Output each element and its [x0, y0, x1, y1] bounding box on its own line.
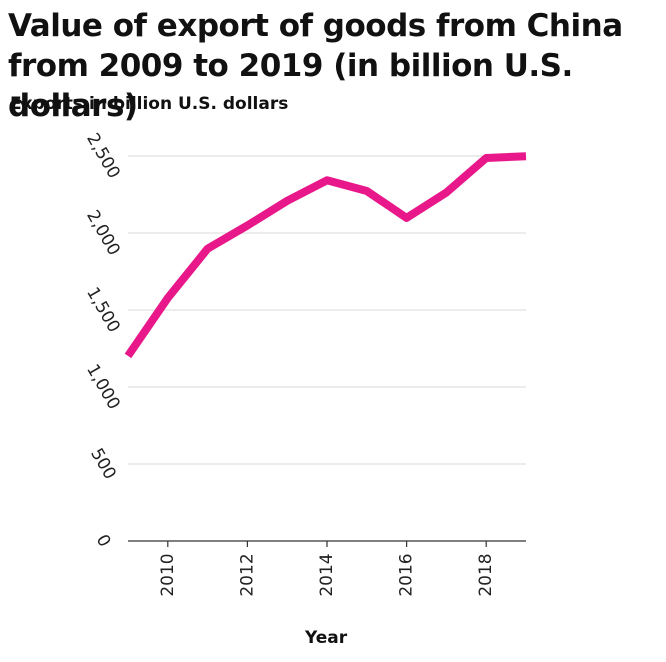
y-tick-label: 0 — [92, 531, 115, 550]
y-tick-label: 2,000 — [82, 207, 124, 259]
x-axis-label: Year — [305, 628, 348, 648]
y-axis-label: Exports in billion U.S. dollars — [10, 94, 289, 114]
y-tick-label: 2,500 — [82, 130, 124, 182]
y-tick-label: 500 — [86, 445, 120, 483]
x-tick-label: 2018 — [476, 553, 496, 596]
x-tick-label: 2016 — [397, 553, 417, 596]
x-tick-label: 2012 — [237, 553, 257, 596]
series-line — [124, 152, 527, 359]
x-tick-label: 2014 — [317, 553, 337, 596]
x-tick-label: 2010 — [158, 553, 178, 596]
chart-title: Value of export of goods from China from… — [8, 8, 623, 124]
y-tick-label: 1,500 — [82, 284, 124, 336]
y-tick-label: 1,000 — [82, 361, 124, 413]
